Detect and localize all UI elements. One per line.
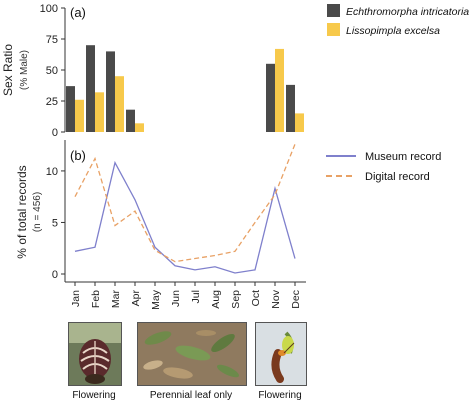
x-tick-label-oct: Oct bbox=[250, 290, 262, 306]
bar-echthromorpha-feb bbox=[86, 45, 95, 133]
line-museum-record bbox=[74, 160, 296, 274]
panel-a-y-tick-label: 75 bbox=[46, 34, 58, 46]
legend-label-lissopimpla: Lissopimpla excelsa bbox=[346, 25, 440, 37]
x-tick-label-dec: Dec bbox=[290, 290, 302, 309]
x-tick-label-jun: Jun bbox=[170, 290, 182, 307]
bar-echthromorpha-jan bbox=[66, 86, 75, 132]
legend-swatch-lissopimpla bbox=[327, 23, 340, 36]
x-tick-label-feb: Feb bbox=[90, 290, 102, 308]
panel-b-y-axis-title: % of total records bbox=[15, 165, 29, 258]
bar-lissopimpla-nov bbox=[275, 48, 284, 132]
x-tick-label-nov: Nov bbox=[270, 289, 282, 308]
x-tick-label-apr: Apr bbox=[130, 290, 142, 307]
caption-flowering-2: Flowering bbox=[258, 390, 302, 401]
bar-echthromorpha-apr bbox=[126, 109, 135, 132]
panel-a-bar-chart: 0 25 50 75 100 (a) Sex Ratio (% Male) Echthr… bbox=[1, 3, 469, 139]
flowering-photo-2 bbox=[255, 322, 307, 386]
x-tick-label-may: May bbox=[150, 289, 162, 310]
x-tick-label-jul: Jul bbox=[190, 290, 202, 303]
bar-lissopimpla-feb bbox=[95, 92, 104, 132]
orchid-wasp-illustration bbox=[256, 323, 306, 385]
legend-label-digital-record: Digital record bbox=[365, 171, 430, 183]
bar-echthromorpha-dec bbox=[286, 84, 295, 132]
panel-a-label: (a) bbox=[70, 5, 86, 20]
panel-a-y-axis-subtitle: (% Male) bbox=[19, 50, 30, 90]
panel-b-y-axis-subtitle: (n = 456) bbox=[32, 192, 43, 232]
panel-a-y-tick-label: 0 bbox=[52, 127, 58, 139]
x-tick-label-aug: Aug bbox=[210, 290, 222, 309]
x-tick-label-sep: Sep bbox=[230, 290, 242, 309]
bar-echthromorpha-mar bbox=[106, 51, 115, 132]
panel-a-y-tick-label: 50 bbox=[46, 65, 58, 77]
panel-b-line-chart: 0 5 10 Jan Feb Mar Apr May Jun Jul Aug Sep Oct Nov De… bbox=[15, 140, 441, 310]
panel-b-label: (b) bbox=[70, 148, 86, 163]
line-digital-record bbox=[74, 143, 296, 263]
panel-a-y-axis-title: Sex Ratio bbox=[1, 44, 15, 96]
bar-echthromorpha-nov bbox=[266, 63, 275, 132]
caption-flowering-1: Flowering bbox=[72, 390, 116, 401]
caption-perennial-leaf-only: Perennial leaf only bbox=[149, 390, 233, 401]
bar-lissopimpla-mar bbox=[115, 76, 124, 132]
flowering-photo-1 bbox=[68, 322, 122, 386]
panel-b-y-tick-label: 10 bbox=[46, 166, 58, 178]
bar-lissopimpla-apr bbox=[135, 123, 144, 132]
legend-swatch-echthromorpha bbox=[327, 4, 340, 17]
x-tick-label-jan: Jan bbox=[70, 290, 82, 307]
orchid-flower-illustration-1 bbox=[69, 323, 121, 385]
panel-b-y-tick-label: 0 bbox=[52, 269, 58, 281]
leaf-litter-illustration bbox=[138, 323, 246, 385]
panel-a-y-tick-label: 25 bbox=[46, 96, 58, 108]
bar-lissopimpla-jan bbox=[75, 99, 84, 132]
perennial-leaf-photo bbox=[137, 322, 247, 386]
legend-label-museum-record: Museum record bbox=[365, 151, 441, 163]
panel-b-y-tick-label: 5 bbox=[52, 217, 58, 229]
x-tick-label-mar: Mar bbox=[110, 290, 122, 309]
panel-a-y-tick-label: 100 bbox=[40, 3, 58, 15]
legend-label-echthromorpha: Echthromorpha intricatoria bbox=[346, 6, 469, 18]
bar-lissopimpla-dec bbox=[295, 113, 304, 132]
